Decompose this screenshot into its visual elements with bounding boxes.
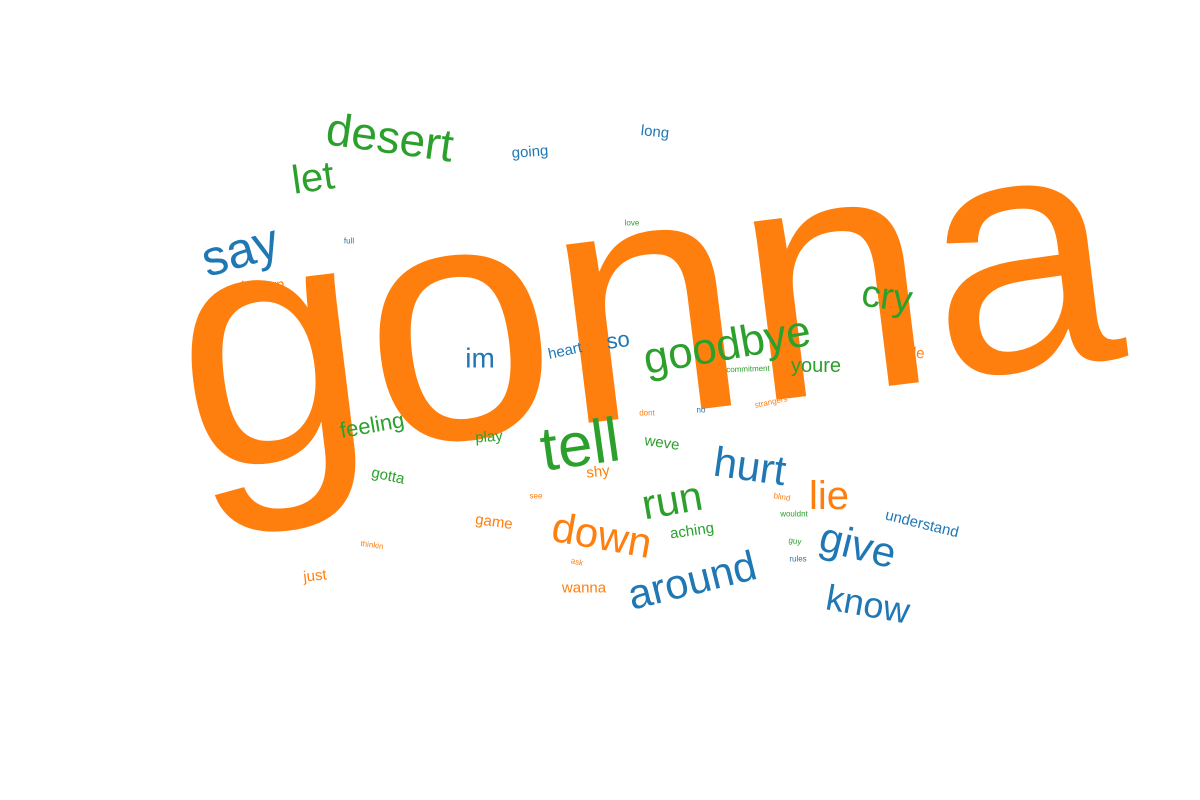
- word-lie: lie: [809, 474, 849, 518]
- word-cry: cry: [859, 273, 915, 322]
- word-know: know: [823, 577, 914, 632]
- word-just: just: [302, 566, 329, 586]
- word-dont: dont: [639, 409, 655, 418]
- word-run: run: [638, 472, 706, 529]
- word-wanna: wanna: [561, 580, 607, 597]
- word-weve: weve: [642, 432, 680, 454]
- word-commitment: commitment: [726, 364, 771, 375]
- word-hurt: hurt: [711, 438, 790, 495]
- word-down: down: [548, 503, 655, 567]
- word-game: game: [474, 511, 514, 533]
- word-aching: aching: [669, 520, 715, 543]
- word-youre: youre: [791, 355, 841, 377]
- word-tell: tell: [536, 405, 624, 484]
- word-no: no: [697, 406, 706, 415]
- word-full: full: [344, 237, 354, 246]
- word-known: known: [241, 276, 285, 295]
- word-play: play: [475, 428, 504, 447]
- word-ask: ask: [570, 556, 585, 568]
- word-gotta: gotta: [370, 464, 407, 488]
- word-wouldnt: wouldnt: [779, 510, 808, 519]
- word-long: long: [640, 122, 670, 142]
- word-going: going: [511, 142, 549, 162]
- word-so: so: [605, 326, 632, 354]
- word-see: see: [530, 492, 543, 501]
- word-thinkin: thinkin: [360, 539, 384, 551]
- word-guy: guy: [788, 536, 802, 547]
- word-blind: blind: [773, 491, 791, 503]
- word-love: love: [625, 219, 640, 228]
- word-let: let: [289, 153, 337, 202]
- word-rules: rules: [789, 555, 806, 564]
- word-im: im: [465, 343, 495, 374]
- word-inside: inside: [885, 341, 926, 362]
- word-shy: shy: [586, 462, 611, 481]
- word-heart: heart: [547, 339, 585, 363]
